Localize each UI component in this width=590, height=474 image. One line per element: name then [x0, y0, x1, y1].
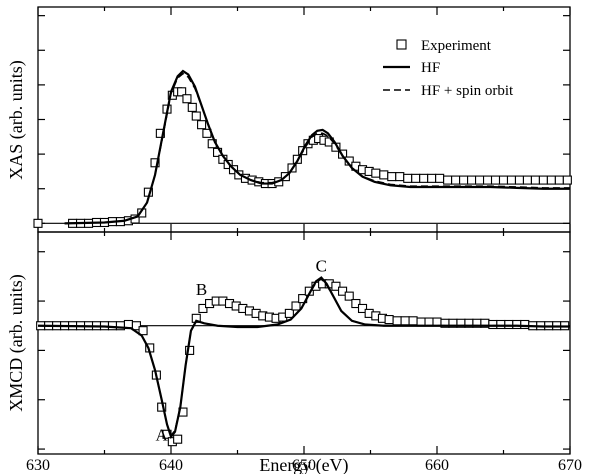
legend-hf-spin-orbit-label: HF + spin orbit — [421, 83, 514, 99]
xas-experiment-point — [443, 175, 453, 185]
xas-experiment-point — [395, 172, 405, 182]
xmcd-experiment-point — [400, 316, 410, 326]
xas-experiment-point — [475, 175, 485, 185]
xmcd-panel-frame — [37, 231, 571, 455]
xas-experiment-point — [177, 87, 187, 97]
xmcd-hf-curve — [37, 276, 570, 439]
x-tick-label: 630 — [26, 457, 50, 474]
xmcd-experiment-point — [344, 291, 354, 301]
xas-experiment-point — [411, 173, 421, 183]
x-axis-label: Energy (eV) — [259, 455, 348, 474]
legend-hf-label: HF — [421, 60, 440, 76]
xas-experiment-point — [554, 175, 564, 185]
xas-y-axis-label: XAS (arb. units) — [6, 60, 27, 180]
xmcd-experiment-point — [357, 303, 368, 314]
plot-layer: 630 640 650 660 670 A B C — [26, 7, 582, 474]
x-tick-label: 650 — [292, 457, 316, 474]
xas-experiment-point — [459, 175, 469, 185]
peak-label-a: A — [156, 425, 169, 444]
xas-experiment-point — [530, 175, 540, 185]
xmcd-experiment-point — [520, 319, 530, 330]
xmcd-experiment-point — [198, 303, 208, 314]
peak-label-c: C — [316, 256, 327, 275]
xas-experiment-point — [387, 172, 397, 182]
xas-experiment-point — [498, 175, 509, 185]
xas-experiment-point — [419, 173, 429, 183]
xas-experiment-point — [197, 120, 207, 130]
xas-experiment-point — [538, 175, 548, 185]
xmcd-experiment-point — [504, 319, 514, 330]
xas-experiment-point — [451, 175, 461, 185]
xmcd-y-axis-label: XMCD (arb. units) — [6, 274, 27, 412]
xmcd-experiment-point — [384, 315, 394, 325]
legend-experiment-marker — [396, 39, 407, 50]
xas-experiment-point — [371, 168, 381, 178]
xas-experiment-point — [482, 175, 493, 185]
xmcd-experiment-point — [488, 319, 498, 330]
xmcd-experiment-point — [512, 319, 522, 330]
xas-hf-curve — [64, 69, 570, 225]
xmcd-hf-spin-orbit-curve — [37, 277, 570, 438]
xas-experiment-point — [435, 173, 445, 183]
xmcd-experiment-point — [138, 326, 148, 336]
xas-experiment-point — [191, 111, 201, 121]
xas-experiment-point — [379, 170, 389, 180]
xas-experiment-point — [490, 175, 501, 185]
xas-experiment-point — [522, 175, 532, 185]
xas-experiment-point — [403, 173, 413, 183]
xas-experiment-point — [546, 175, 556, 185]
xas-experiment-point — [182, 94, 192, 104]
xmcd-experiment-point — [351, 298, 361, 309]
xmcd-experiment-point — [131, 321, 141, 331]
x-tick-label: 640 — [159, 457, 183, 474]
xas-experiment-point — [33, 218, 43, 228]
xas-experiment-point — [514, 175, 525, 185]
xmcd-experiment-point — [173, 434, 183, 444]
xmcd-experiment-point — [408, 316, 418, 326]
legend: Experiment HF HF + spin orbit — [383, 38, 514, 99]
peak-label-b: B — [196, 280, 207, 299]
xas-experiment-point — [506, 175, 517, 185]
xmcd-experiment-point — [496, 319, 506, 330]
x-tick-label: 660 — [425, 457, 449, 474]
xas-experiment-point — [562, 175, 572, 185]
xmcd-experiment-point — [392, 316, 402, 326]
legend-experiment-label: Experiment — [421, 38, 492, 54]
xas-experiment-point — [187, 102, 197, 112]
xmcd-experiment-point — [284, 308, 294, 318]
xas-hf-spin-orbit-curve — [64, 72, 570, 225]
xmcd-experiment-point — [331, 281, 341, 291]
xas-experiment-point — [467, 175, 477, 185]
xmcd-experiment-point — [291, 301, 301, 311]
xmcd-experiment-point — [338, 286, 348, 296]
xas-experiment-point — [155, 128, 165, 138]
xas-experiment-point — [427, 173, 437, 183]
x-tick-label: 670 — [558, 457, 582, 474]
xas-experiment-point — [150, 158, 160, 168]
